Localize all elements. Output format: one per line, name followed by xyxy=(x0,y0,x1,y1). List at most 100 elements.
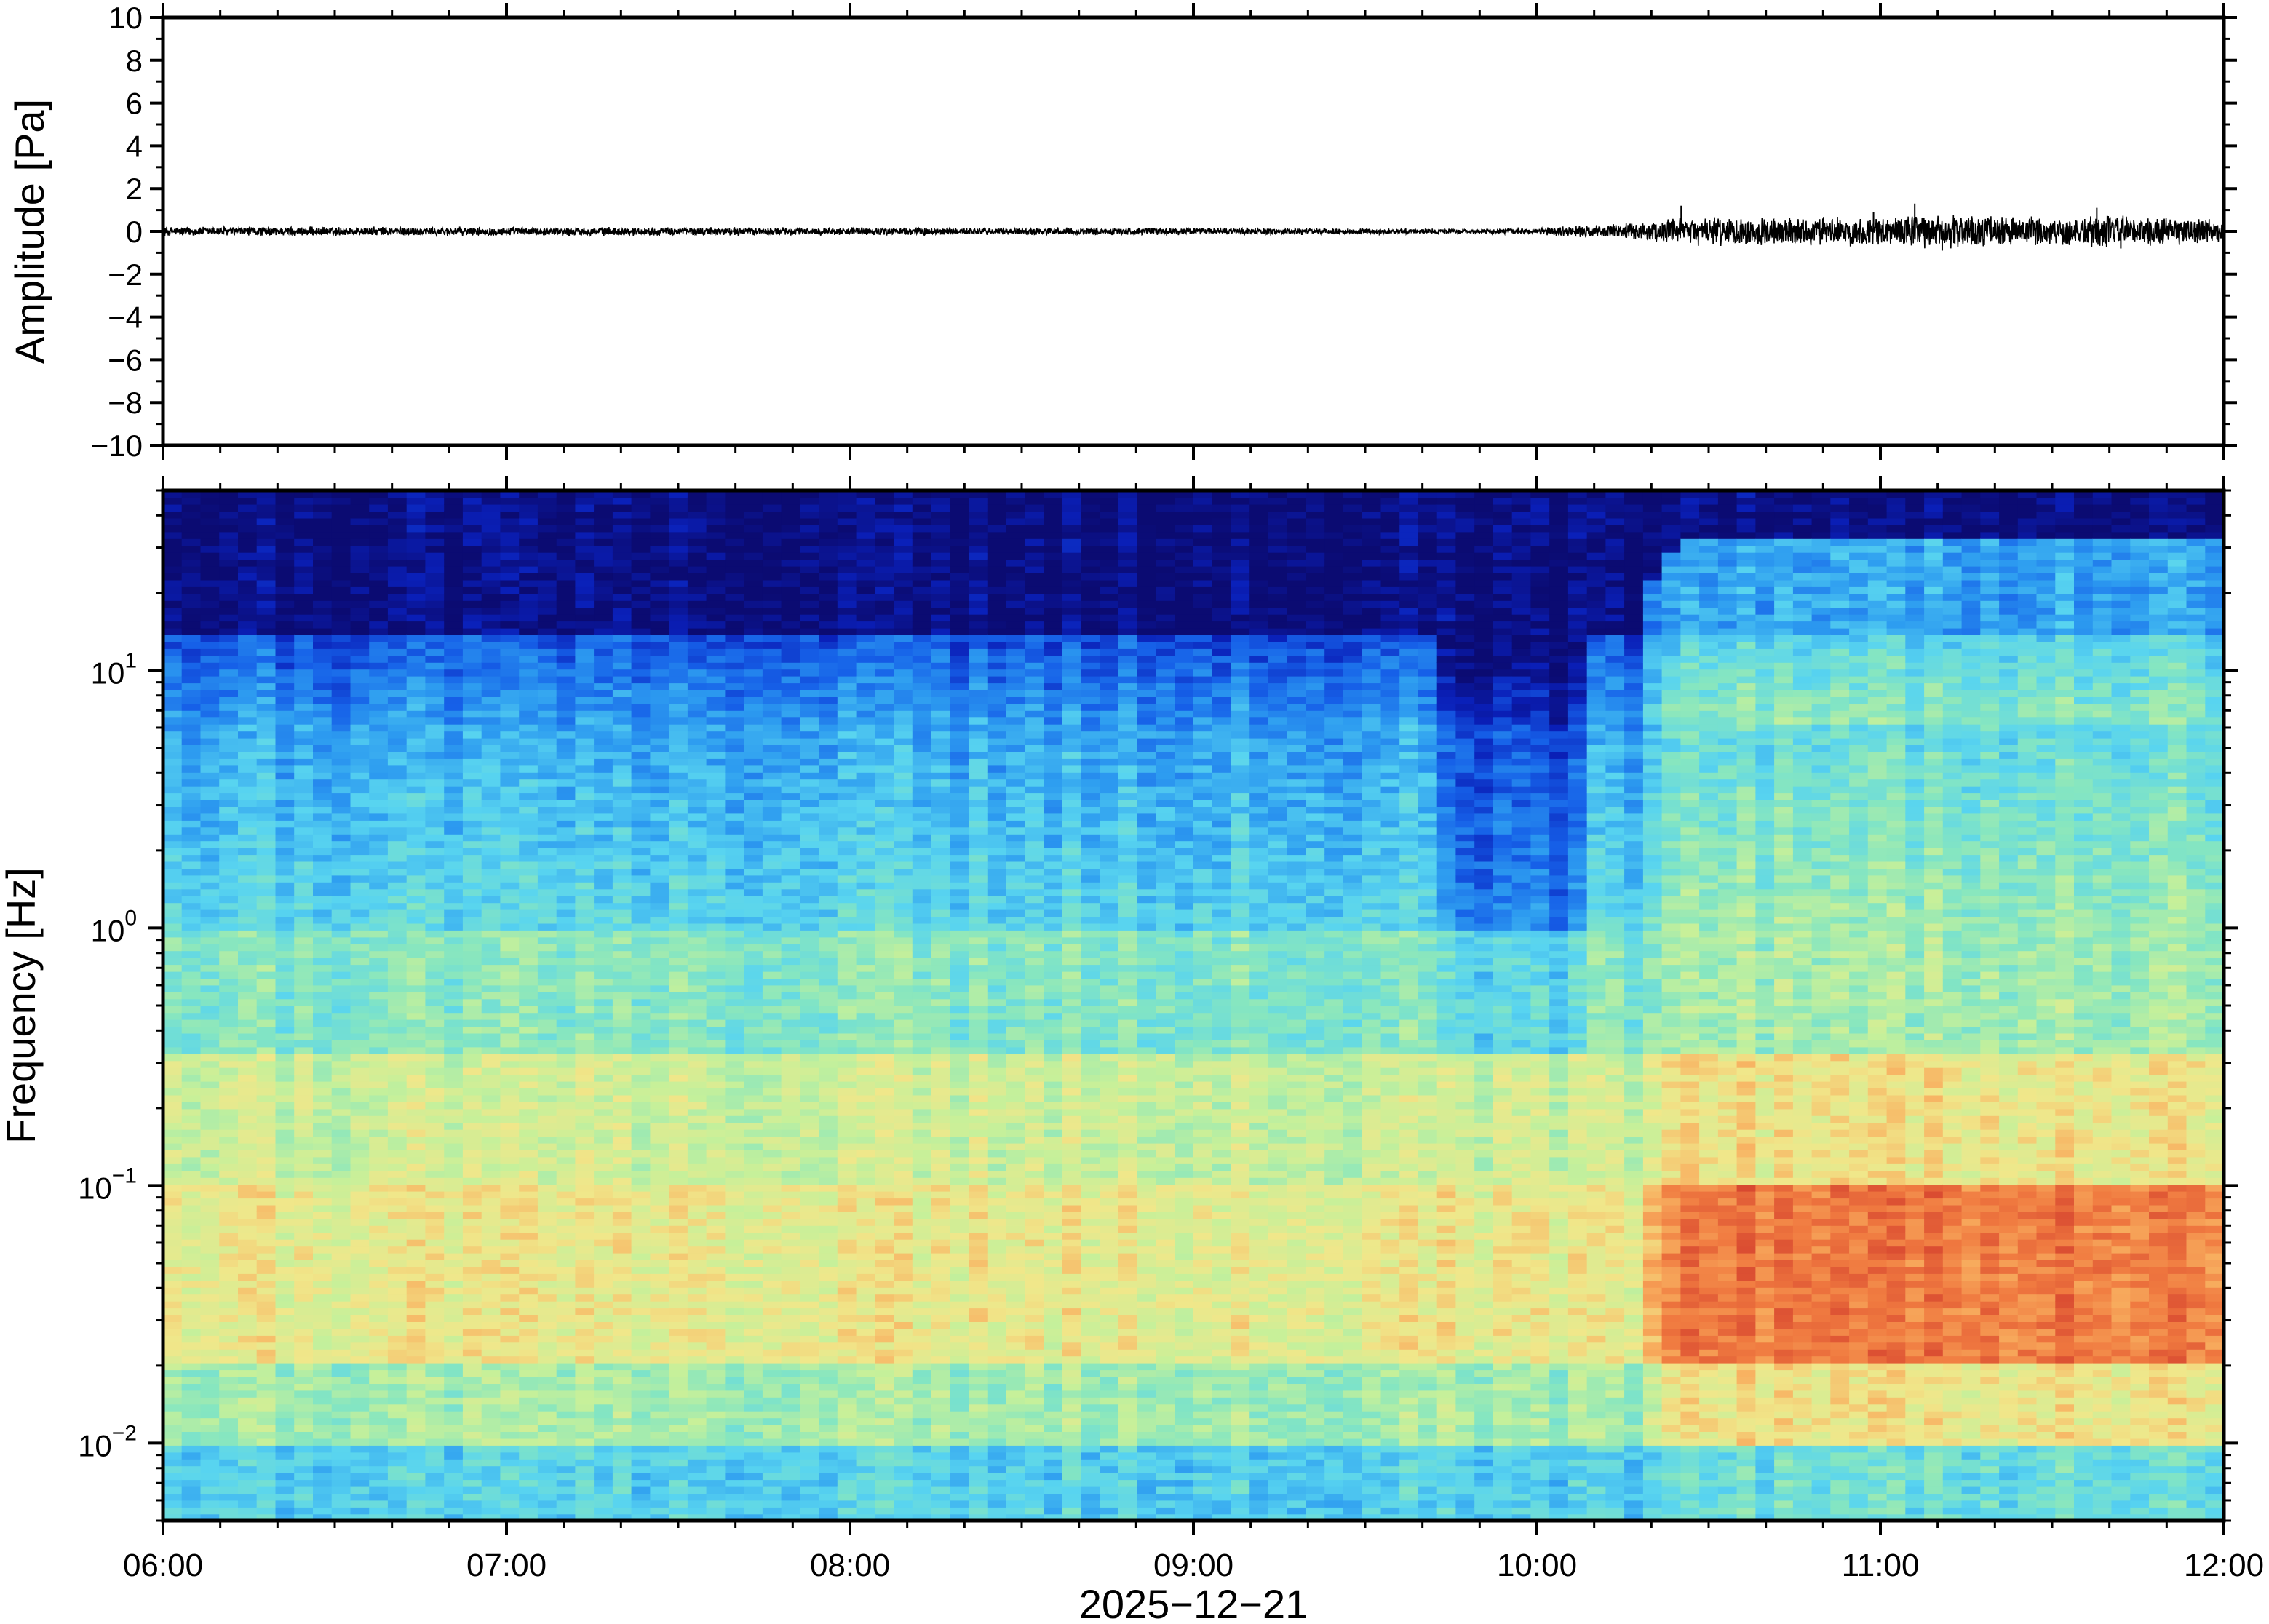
spectrogram-cell xyxy=(537,751,557,759)
spectrogram-cell xyxy=(744,1404,763,1412)
spectrogram-cell xyxy=(256,1356,277,1364)
spectrogram-cell xyxy=(369,964,389,972)
spectrogram-cell xyxy=(500,1369,520,1377)
spectrogram-cell xyxy=(294,1040,314,1048)
spectrogram-cell xyxy=(537,1411,557,1419)
spectrogram-cell xyxy=(519,1431,539,1439)
spectrogram-cell xyxy=(387,1198,408,1206)
spectrogram-cell xyxy=(706,696,726,704)
spectrogram-cell xyxy=(200,1046,220,1054)
spectrogram-cell xyxy=(425,1184,445,1192)
spectrogram-cell xyxy=(200,1273,220,1281)
spectrogram-cell xyxy=(275,662,295,670)
spectrogram-cell xyxy=(313,902,333,910)
spectrogram-cell xyxy=(294,648,314,656)
spectrogram-cell xyxy=(537,847,557,856)
spectrogram-cell xyxy=(612,923,632,931)
spectrogram-cell xyxy=(387,1060,408,1068)
spectrogram-cell xyxy=(425,593,445,601)
spectrogram-cell xyxy=(481,1211,501,1219)
spectrogram-cell xyxy=(537,1445,557,1453)
spectrogram-cell xyxy=(275,978,295,986)
spectrogram-cell xyxy=(744,1246,763,1254)
spectrogram-cell xyxy=(256,1287,277,1295)
spectrogram-cell xyxy=(294,1080,314,1088)
spectrogram-cell xyxy=(181,1287,202,1295)
spectrogram-cell xyxy=(612,525,632,533)
spectrogram-cell xyxy=(425,1273,445,1281)
spectrogram-cell xyxy=(200,1335,220,1343)
spectrogram-cell xyxy=(612,1507,632,1515)
spectrogram-cell xyxy=(612,565,632,573)
spectrogram-cell xyxy=(200,1500,220,1508)
spectrogram-cell xyxy=(762,1280,782,1288)
spectrogram-cell xyxy=(256,813,277,821)
spectrogram-cell xyxy=(650,779,669,787)
spectrogram-cell xyxy=(500,1513,520,1521)
spectrogram-cell xyxy=(163,1397,183,1405)
spectrogram-cell xyxy=(350,896,370,904)
spectrogram-cell xyxy=(275,1019,295,1027)
spectrogram-cell xyxy=(406,1287,426,1295)
spectrogram-cell xyxy=(575,957,595,966)
spectrogram-cell xyxy=(594,1500,613,1508)
spectrogram-cell xyxy=(744,1156,763,1164)
spectrogram-cell xyxy=(725,861,744,869)
spectrogram-cell xyxy=(744,531,763,539)
spectrogram-cell xyxy=(163,662,183,670)
spectrogram-cell xyxy=(762,1513,782,1521)
spectrogram-cell xyxy=(650,1094,669,1102)
spectrogram-cell xyxy=(200,1259,220,1267)
spectrogram-cell xyxy=(669,490,688,498)
spectrogram-cell xyxy=(537,1390,557,1398)
spectrogram-cell xyxy=(369,1493,389,1501)
spectrogram-cell xyxy=(275,930,295,938)
spectrogram-cell xyxy=(650,936,669,944)
spectrogram-cell xyxy=(294,909,314,917)
spectrogram-cell xyxy=(444,1184,464,1192)
spectrogram-cell xyxy=(294,930,314,938)
spectrogram-cell xyxy=(612,627,632,635)
spectrogram-cell xyxy=(406,1136,426,1144)
spectrogram-cell xyxy=(294,1369,314,1377)
spectrogram-cell xyxy=(500,511,520,519)
spectrogram-cell xyxy=(238,1507,258,1515)
spectrogram-cell xyxy=(444,1006,464,1014)
spectrogram-cell xyxy=(500,1032,520,1040)
spectrogram-cell xyxy=(350,1438,370,1446)
spectrogram-cell xyxy=(406,1349,426,1357)
spectrogram-cell xyxy=(537,1067,557,1075)
spectrogram-cell xyxy=(294,1067,314,1075)
spectrogram-cell xyxy=(331,1246,351,1254)
spectrogram-cell xyxy=(594,641,613,649)
spectrogram-cell xyxy=(181,545,202,553)
spectrogram-cell xyxy=(181,737,202,745)
spectrogram-cell xyxy=(462,655,482,663)
spectrogram-cell xyxy=(462,847,482,856)
spectrogram-cell xyxy=(350,950,370,958)
spectrogram-cell xyxy=(744,950,763,958)
spectrogram-cell xyxy=(575,662,595,670)
spectrogram-cell xyxy=(687,1438,707,1446)
spectrogram-cell xyxy=(294,882,314,890)
spectrogram-cell xyxy=(687,517,707,525)
spectrogram-cell xyxy=(519,1177,539,1185)
spectrogram-cell xyxy=(556,1040,576,1048)
spectrogram-cell xyxy=(519,751,539,759)
spectrogram-cell xyxy=(725,648,744,656)
spectrogram-cell xyxy=(181,1280,202,1288)
spectrogram-cell xyxy=(650,1032,669,1040)
spectrogram-cell xyxy=(313,888,333,896)
spectrogram-cell xyxy=(256,511,277,519)
spectrogram-cell xyxy=(425,1465,445,1473)
spectrogram-cell xyxy=(612,552,632,560)
spectrogram-cell xyxy=(462,1019,482,1027)
spectrogram-cell xyxy=(594,1019,613,1027)
spectrogram-cell xyxy=(594,1026,613,1034)
spectrogram-cell xyxy=(481,1390,501,1398)
spectrogram-cell xyxy=(387,765,408,773)
spectrogram-cell xyxy=(163,1459,183,1467)
spectrogram-cell xyxy=(575,1060,595,1068)
spectrogram-cell xyxy=(256,1225,277,1233)
spectrogram-cell xyxy=(350,1383,370,1391)
